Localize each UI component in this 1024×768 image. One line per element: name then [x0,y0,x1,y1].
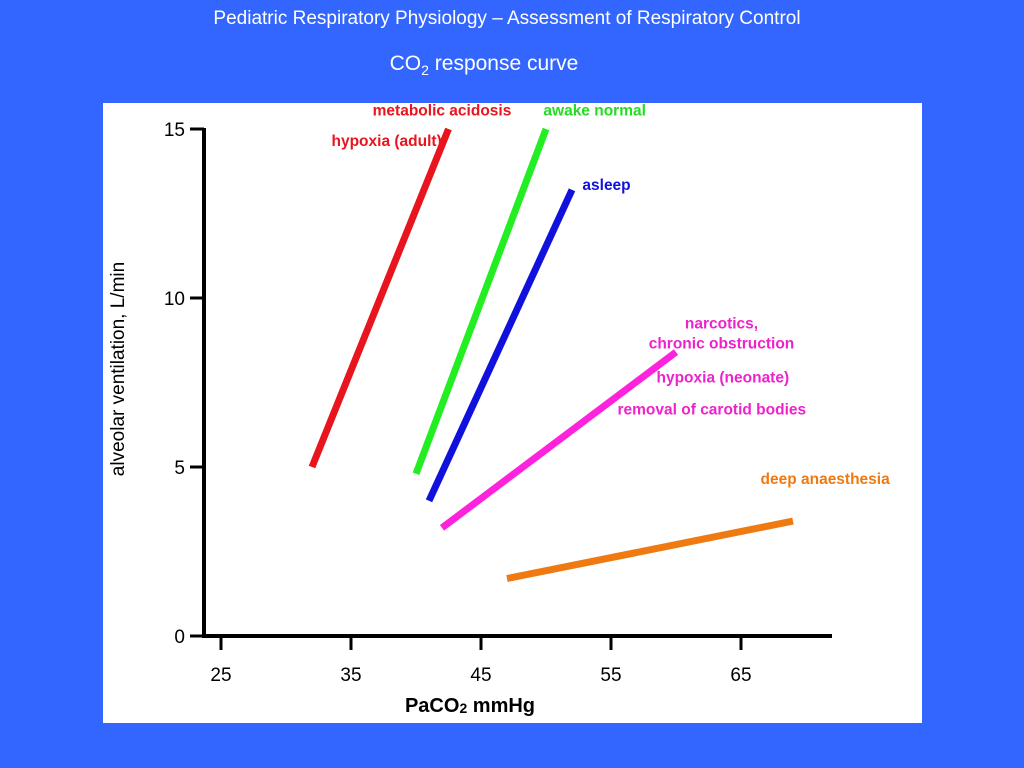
x-tick-label: 45 [470,665,491,686]
annotation-label-8: removal of carotid bodies [618,402,807,419]
annotation-label-3: awake normal [543,103,646,119]
x-axis-label: PaCO2 mmHg [405,695,535,717]
subtitle-subscript: 2 [421,62,429,79]
slide-subtitle: CO2 response curve [0,52,968,78]
annotation-label-1: metabolic acidosis [373,103,512,119]
series-line-1 [308,127,452,469]
annotation-label-5: narcotics, [685,315,758,332]
series-line-2 [412,127,550,475]
x-tick-label: 35 [340,665,361,686]
annotation-label-9: deep anaesthesia [761,471,891,488]
series-line-5 [506,517,794,582]
y-tick-label: 10 [164,289,185,310]
y-tick-label: 5 [174,458,185,479]
y-axis-label: alveolar ventilation, L/min [108,262,129,476]
subtitle-main: CO [389,52,422,75]
annotation-label-7: hypoxia (neonate) [657,370,790,387]
chart-panel: 0 5 10 15 25 35 45 55 65 alveolar ventilation, L/… [103,103,922,723]
x-tick-label: 65 [730,665,751,686]
x-axis-label-subscript: 2 [459,700,467,716]
x-tick-label: 25 [210,665,231,686]
y-tick-label: 0 [174,627,185,648]
annotation-label-4: asleep [582,177,630,194]
x-tick-label: 55 [600,665,621,686]
series-line-4 [439,349,679,531]
series-line-3 [425,188,576,503]
y-tick-label: 15 [164,120,185,141]
annotation-label-6: chronic obstruction [649,336,795,353]
annotation-label-2: hypoxia (adult) [332,133,442,150]
x-axis-label-main: PaCO [405,695,459,717]
slide-title: Pediatric Respiratory Physiology – Asses… [213,8,801,29]
co2-response-chart: 0 5 10 15 25 35 45 55 65 alveolar ventilation, L/… [108,103,891,717]
subtitle-rest: response curve [428,52,579,75]
x-axis-label-rest: mmHg [467,695,535,717]
